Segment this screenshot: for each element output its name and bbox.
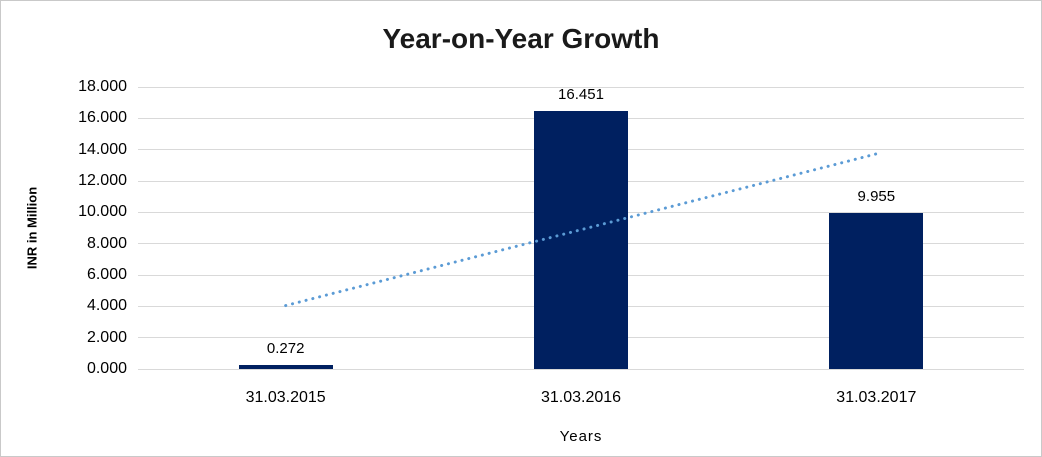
y-tick-label: 12.000 bbox=[78, 172, 127, 189]
bar bbox=[238, 364, 333, 369]
x-tick-label: 31.03.2016 bbox=[540, 389, 622, 406]
y-tick-label: 14.000 bbox=[78, 140, 127, 158]
y-tick-label: 10.000 bbox=[78, 203, 127, 221]
chart-title: Year-on-Year Growth bbox=[382, 23, 660, 54]
y-tick-label: 6.000 bbox=[86, 266, 127, 283]
y-tick-label: 4.000 bbox=[86, 297, 127, 315]
bar-value-label: 9.955 bbox=[857, 188, 896, 206]
y-tick-label: 18.000 bbox=[78, 78, 127, 95]
gridline bbox=[138, 368, 1024, 370]
y-tick-label: 16.000 bbox=[78, 109, 127, 127]
y-axis-title: INR in Million bbox=[24, 186, 40, 270]
x-tick-label: 31.03.2017 bbox=[836, 389, 917, 406]
x-axis-title: Years bbox=[559, 428, 603, 445]
plot-area: 0.272 16.451 9.955 bbox=[138, 86, 1024, 370]
x-tick-label: 31.03.2015 bbox=[245, 389, 326, 406]
y-tick-label: 8.000 bbox=[86, 234, 127, 252]
y-tick-label: 0.000 bbox=[86, 360, 127, 377]
bar bbox=[534, 111, 628, 369]
bar-value-label: 16.451 bbox=[558, 86, 604, 104]
y-tick-label: 2.000 bbox=[86, 328, 127, 346]
bar bbox=[829, 213, 924, 369]
gridline bbox=[138, 86, 1024, 88]
bar-value-label: 0.272 bbox=[266, 339, 305, 357]
